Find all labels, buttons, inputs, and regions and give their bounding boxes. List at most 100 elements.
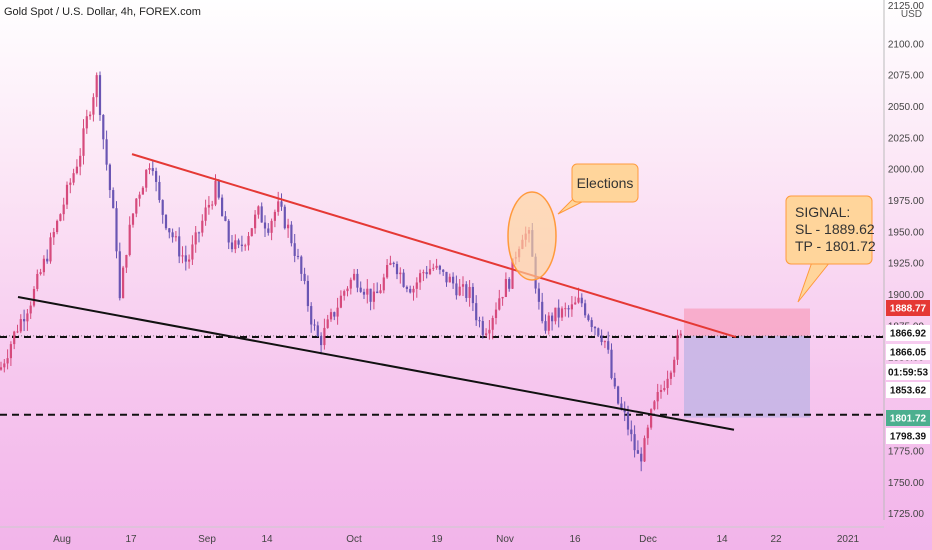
candle-body — [491, 318, 494, 330]
candle-body — [118, 251, 121, 299]
candle-body — [653, 401, 656, 410]
elections-label: Elections — [577, 175, 634, 191]
candle-body — [13, 331, 16, 345]
price-tag-bg — [886, 428, 930, 444]
candle-body — [141, 187, 144, 195]
y-tick-label: 1975.00 — [888, 196, 925, 207]
candle-body — [89, 114, 92, 117]
y-tick-label: 2075.00 — [888, 71, 925, 82]
candle-body — [26, 313, 29, 322]
candle-body — [405, 286, 408, 289]
candle-body — [313, 324, 316, 326]
elections-box — [571, 163, 639, 203]
candle-body — [105, 139, 108, 165]
candle-body — [488, 329, 491, 334]
signal-line: TP - 1801.72 — [795, 238, 876, 254]
price-tag-text: 1798.39 — [890, 432, 927, 443]
candle-body — [214, 180, 217, 205]
candle-body — [537, 288, 540, 302]
x-tick-label: Oct — [346, 534, 362, 545]
countdown-tag: 01:59:53 — [886, 364, 930, 380]
candle-body — [155, 171, 158, 182]
candle-body — [346, 288, 349, 292]
price-tag-bg — [886, 382, 930, 398]
candle-body — [359, 287, 362, 292]
candle-body — [498, 298, 501, 310]
candle-body — [633, 434, 636, 451]
candle-body — [329, 312, 333, 320]
lower-trendline — [17, 295, 735, 431]
candle-body — [72, 173, 75, 183]
candle-body — [567, 308, 570, 310]
candle-body — [102, 114, 105, 140]
candle-body — [145, 169, 148, 188]
candle-body — [412, 288, 415, 293]
candle-body — [353, 273, 356, 280]
candle-body — [544, 321, 547, 331]
candle-body — [399, 272, 402, 275]
candle-body — [98, 75, 102, 115]
candle-body — [603, 341, 606, 343]
candle-body — [320, 336, 323, 346]
signal-line: SIGNAL: — [795, 204, 850, 220]
candle-body — [560, 308, 564, 318]
candle-body — [659, 390, 663, 392]
price-tags: 1888.77 1866.92 1866.05 01:59:53 1853.62 1801… — [886, 300, 930, 444]
last-price-tag: 1866.92 — [886, 325, 930, 341]
y-tick-label: 2000.00 — [888, 165, 925, 176]
candle-body — [409, 288, 412, 293]
elections-highlight — [507, 191, 557, 281]
candle-body — [372, 291, 375, 302]
y-tick-label: 1900.00 — [888, 290, 925, 301]
y-tick-label: 1725.00 — [888, 509, 925, 520]
x-tick-label: Aug — [53, 534, 71, 545]
candle-body — [277, 201, 280, 212]
candle-body — [656, 391, 659, 402]
trend-lines — [17, 153, 737, 431]
candle-body — [244, 245, 247, 247]
candle-body — [326, 319, 329, 328]
candle-body — [95, 75, 98, 98]
candle-body — [296, 255, 300, 257]
candle-body — [673, 359, 676, 373]
candle-body — [23, 319, 26, 322]
candle-body — [607, 341, 610, 350]
y-tick-label: 2100.00 — [888, 39, 925, 50]
candle-body — [217, 180, 220, 198]
price-tag-text: 1866.05 — [890, 348, 927, 359]
candle-body — [494, 309, 498, 319]
candle-body — [257, 206, 260, 215]
candle-body — [168, 228, 171, 233]
candle-body — [554, 307, 557, 322]
candle-body — [395, 264, 399, 275]
y-tick-label: 1950.00 — [888, 227, 925, 238]
trade-zones — [684, 308, 810, 418]
y-tick-label: 2050.00 — [888, 102, 925, 113]
candle-body — [471, 286, 474, 304]
candle-body — [448, 276, 451, 283]
y-tick-label: 1925.00 — [888, 259, 925, 270]
candle-body — [188, 259, 191, 262]
horizontal-levels — [0, 335, 884, 416]
candle-body — [468, 286, 471, 298]
candles — [0, 71, 682, 472]
candle-body — [392, 262, 395, 265]
price-tag-bg — [886, 344, 930, 360]
candle-body — [415, 282, 418, 289]
candle-body — [504, 278, 507, 297]
candle-body — [574, 302, 577, 305]
candle-body — [75, 166, 78, 174]
chart-title: Gold Spot / U.S. Dollar, 4h, FOREX.com — [4, 6, 201, 18]
x-tick-label: 14 — [716, 534, 728, 545]
candle-body — [122, 267, 125, 299]
candle-body — [551, 315, 554, 322]
candle-body — [36, 273, 39, 289]
candle-body — [570, 304, 573, 310]
candle-body — [646, 427, 649, 439]
stop-loss-zone — [684, 308, 810, 336]
x-tick-label: 2021 — [837, 534, 860, 545]
candle-body — [339, 295, 342, 308]
candle-body — [46, 258, 49, 262]
candle-body — [478, 320, 481, 322]
